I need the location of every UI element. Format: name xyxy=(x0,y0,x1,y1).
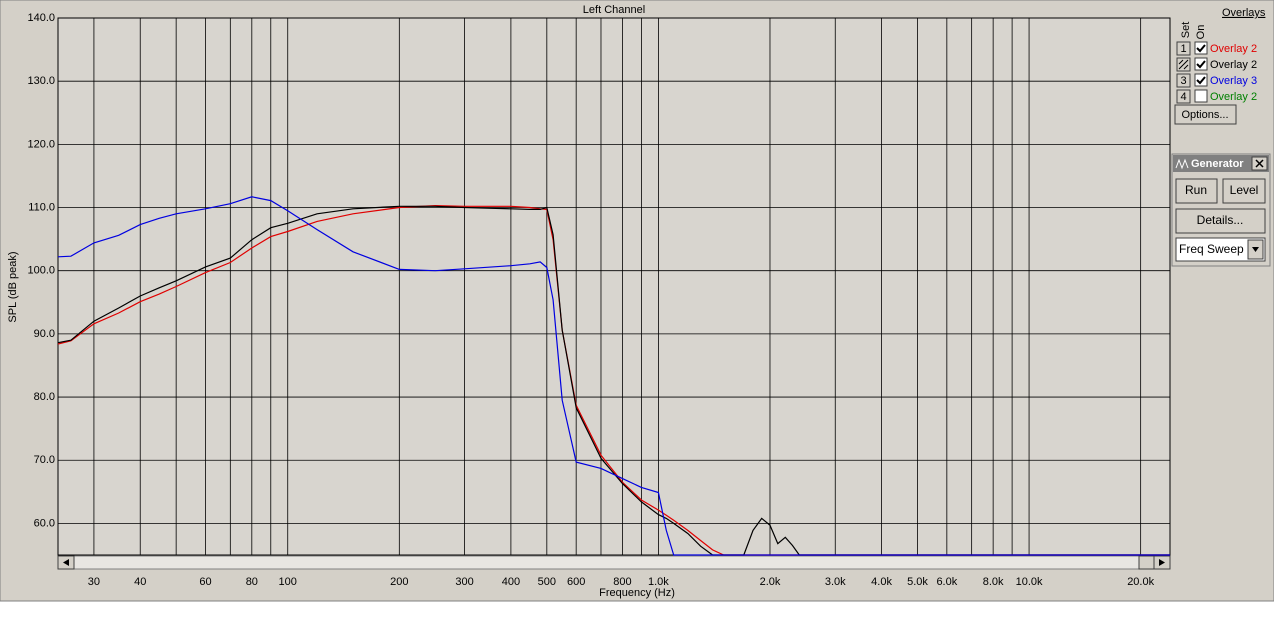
y-tick-label: 90.0 xyxy=(34,328,55,340)
x-axis-label: Frequency (Hz) xyxy=(599,587,675,599)
set-header: Set xyxy=(1180,22,1192,39)
arrow-icon xyxy=(1252,247,1259,252)
x-tick-label: 600 xyxy=(567,576,585,588)
chart-title: Left Channel xyxy=(583,4,645,16)
set-button[interactable] xyxy=(1176,89,1191,104)
y-tick-label: 70.0 xyxy=(34,454,55,466)
x-tick-label: 500 xyxy=(538,576,556,588)
y-tick-label: 60.0 xyxy=(34,517,55,529)
checkbox[interactable] xyxy=(1194,41,1208,55)
x-tick-label: 3.0k xyxy=(825,576,846,588)
details-button[interactable] xyxy=(1175,208,1266,234)
y-tick-label: 120.0 xyxy=(27,138,55,150)
mode-dropdown[interactable] xyxy=(1175,237,1266,262)
arrow-icon xyxy=(1159,559,1165,566)
legend-label: Overlay 3 xyxy=(1210,75,1257,87)
x-tick-label: 10.0k xyxy=(1016,576,1043,588)
set-label: 3 xyxy=(1180,75,1186,87)
close-icon xyxy=(1255,159,1264,168)
x-tick-label: 300 xyxy=(455,576,473,588)
check-mark xyxy=(1196,44,1206,53)
overlays-header: Overlays xyxy=(1222,7,1266,19)
x-tick-label: 1.0k xyxy=(648,576,669,588)
x-tick-label: 20.0k xyxy=(1127,576,1154,588)
scroll-track[interactable] xyxy=(57,555,1171,570)
generator-panel: Generator Run Level Details... Freq Swee… xyxy=(1171,153,1271,267)
details-label: Details... xyxy=(1197,213,1244,227)
scroll-thumb[interactable] xyxy=(1138,555,1155,570)
series-line xyxy=(57,196,1170,556)
y-tick-label: 130.0 xyxy=(27,75,55,87)
options-button[interactable] xyxy=(1174,104,1237,125)
overlay-panel: Set On Overlays 1 Overlay 2 Overlay 2 3 Over… xyxy=(1174,7,1266,125)
level-button[interactable] xyxy=(1222,178,1266,204)
level-label: Level xyxy=(1230,183,1259,197)
x-tick-label: 6.0k xyxy=(936,576,957,588)
generator-icon xyxy=(1175,158,1189,170)
run-button[interactable] xyxy=(1175,178,1218,204)
legend-label: Overlay 2 xyxy=(1210,91,1257,103)
x-tick-label: 5.0k xyxy=(907,576,928,588)
legend-label: Overlay 2 xyxy=(1210,43,1257,55)
y-axis-label: SPL (dB peak) xyxy=(7,251,19,322)
plot-area xyxy=(57,17,1171,556)
x-tick-label: 30 xyxy=(88,576,100,588)
legend-label: Overlay 2 xyxy=(1210,59,1257,71)
set-button[interactable] xyxy=(1176,41,1191,56)
overlay-list: 1 Overlay 2 Overlay 2 3 Overlay 3 4 Overlay 2 xyxy=(1176,41,1257,104)
options-label: Options... xyxy=(1181,109,1228,121)
x-tick-label: 8.0k xyxy=(983,576,1004,588)
x-tick-label: 40 xyxy=(134,576,146,588)
y-tick-label: 100.0 xyxy=(27,265,55,277)
set-button[interactable] xyxy=(1176,73,1191,88)
checkbox[interactable] xyxy=(1194,89,1208,103)
series-line xyxy=(57,205,1170,556)
scrollbar[interactable] xyxy=(57,555,1171,570)
plot: 60.0 70.0 80.0 90.0 100.0 110.0 120.0 130.0 140.… xyxy=(27,12,1170,588)
x-tick-label: 100 xyxy=(279,576,297,588)
check-mark xyxy=(1196,60,1206,69)
x-tick-label: 2.0k xyxy=(760,576,781,588)
y-tick-label: 140.0 xyxy=(27,12,55,24)
set-icon xyxy=(1178,59,1189,70)
x-tick-label: 4.0k xyxy=(871,576,892,588)
x-tick-label: 80 xyxy=(246,576,258,588)
set-label: 1 xyxy=(1180,43,1186,55)
set-label: 4 xyxy=(1180,91,1186,103)
on-header: On xyxy=(1195,25,1207,40)
mode-label: Freq Sweep xyxy=(1179,242,1244,256)
generator-titlebar xyxy=(1173,155,1269,172)
x-tick-label: 200 xyxy=(390,576,408,588)
generator-title: Generator xyxy=(1191,158,1244,170)
y-tick-label: 110.0 xyxy=(28,201,55,213)
checkbox[interactable] xyxy=(1194,73,1208,87)
x-tick-label: 800 xyxy=(613,576,631,588)
y-tick-label: 80.0 xyxy=(34,391,55,403)
checkbox[interactable] xyxy=(1194,57,1208,71)
x-tick-label: 60 xyxy=(199,576,211,588)
arrow-icon xyxy=(63,559,69,566)
run-label: Run xyxy=(1185,183,1207,197)
check-mark xyxy=(1196,76,1206,85)
x-tick-label: 400 xyxy=(502,576,520,588)
